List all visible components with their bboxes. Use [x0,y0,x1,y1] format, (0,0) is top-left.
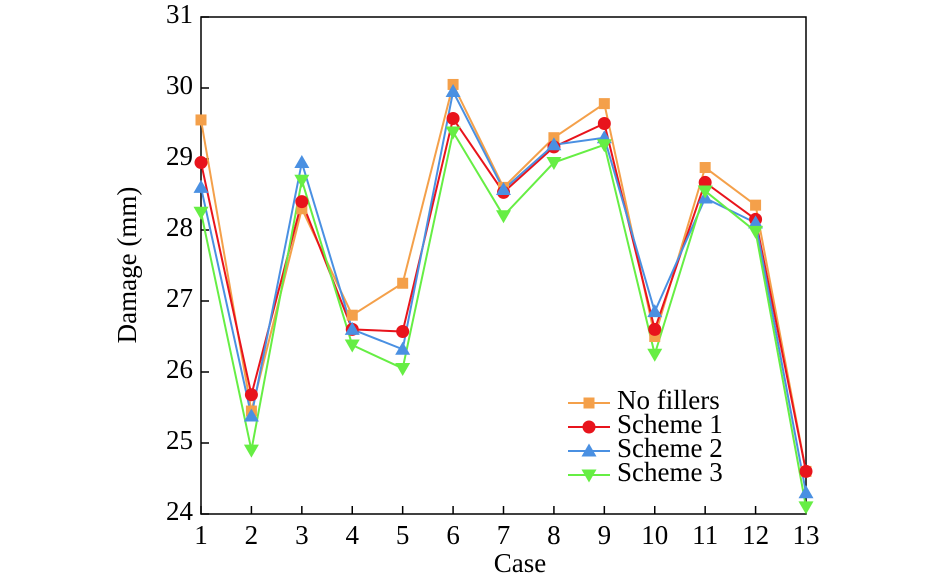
legend-marker [581,443,597,457]
x-tick-label: 13 [793,520,820,550]
data-point [748,225,764,239]
legend-marker [583,397,595,409]
data-point [750,199,762,211]
y-tick-label: 27 [166,283,193,313]
y-tick-label: 24 [166,496,194,526]
x-tick-label: 10 [641,520,668,550]
data-point [699,162,711,174]
x-tick-label: 9 [598,520,612,550]
y-tick-label: 31 [166,0,193,29]
x-tick-label: 7 [497,520,511,550]
data-point [799,464,813,478]
x-tick-label: 5 [396,520,410,550]
data-point [597,117,611,130]
data-point [195,114,207,126]
y-tick-label: 28 [166,212,193,242]
x-tick-label: 4 [346,520,360,550]
data-point [243,408,259,422]
x-tick-label: 2 [245,520,259,550]
data-point [294,155,310,169]
data-point [395,362,411,376]
x-tick-label: 8 [547,520,561,550]
data-point [445,84,461,98]
data-point [647,304,663,318]
data-point [296,203,308,215]
data-point [546,137,562,151]
y-axis-label: Damage (mm) [112,187,142,344]
data-point [344,321,360,335]
data-point [396,325,410,339]
legend-label: Scheme 2 [617,433,723,463]
data-point [244,388,258,402]
data-point [344,339,360,353]
x-tick-label: 11 [692,520,718,550]
data-point [445,126,461,140]
data-point [397,277,409,289]
data-point [647,348,663,362]
data-point [596,139,612,153]
data-point [294,174,310,188]
data-point [295,195,309,209]
x-tick-label: 12 [742,520,769,550]
data-point [798,485,814,499]
data-point [748,215,764,229]
legend-label: Scheme 1 [617,409,723,439]
data-point [697,185,713,199]
data-point [446,112,460,126]
data-point [798,501,814,515]
data-point [546,157,562,171]
x-tick-label: 1 [194,520,208,550]
legend-label: Scheme 3 [617,457,723,487]
legend-marker [581,469,597,483]
data-point [648,322,662,336]
y-tick-label: 30 [166,70,193,100]
data-point [194,156,208,170]
y-tick-label: 25 [166,425,193,455]
legend-marker [582,420,596,434]
data-point [193,206,209,220]
data-point [395,341,411,355]
x-axis-label: Case [494,548,547,578]
y-tick-label: 26 [166,354,193,384]
x-tick-label: 3 [295,520,309,550]
data-point [496,182,511,196]
data-point [649,331,661,342]
data-point [346,309,358,321]
data-point [193,179,209,193]
data-point [496,210,511,224]
y-tick-label: 29 [166,141,193,171]
data-point [243,444,259,458]
data-point [598,98,610,110]
x-tick-label: 6 [446,520,460,550]
legend-label: No fillers [617,385,720,415]
